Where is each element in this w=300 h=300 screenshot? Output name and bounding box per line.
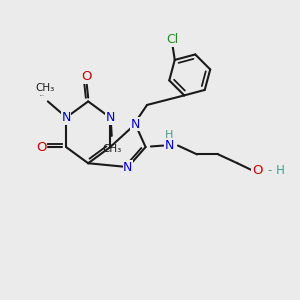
- Text: CH₃: CH₃: [36, 83, 55, 93]
- Text: Cl: Cl: [166, 33, 178, 46]
- Text: N: N: [164, 139, 174, 152]
- Text: O: O: [252, 164, 262, 177]
- Text: methyl: methyl: [46, 91, 51, 93]
- Text: N: N: [130, 118, 140, 130]
- Text: N: N: [61, 111, 71, 124]
- Text: H: H: [165, 130, 173, 140]
- Text: O: O: [81, 70, 92, 83]
- Text: N: N: [123, 160, 133, 174]
- Text: CH₃: CH₃: [102, 144, 121, 154]
- Text: methyl: methyl: [40, 94, 45, 96]
- Text: O: O: [36, 141, 46, 154]
- Text: - H: - H: [268, 164, 285, 177]
- Text: N: N: [106, 111, 115, 124]
